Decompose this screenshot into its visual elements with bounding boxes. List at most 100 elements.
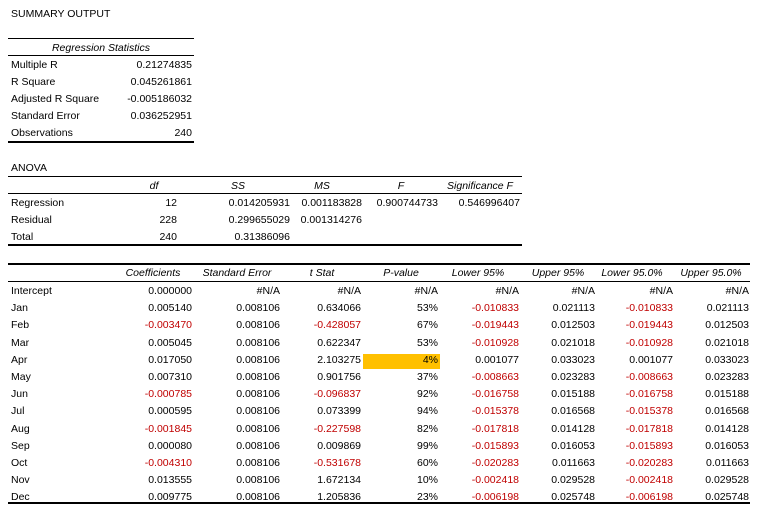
coef-l950-value: -0.015893: [625, 439, 673, 452]
coef-t-value: 2.103275: [317, 353, 361, 366]
coef-l950-value: -0.019443: [625, 319, 673, 332]
coef-l95-value: -0.002418: [471, 474, 519, 487]
reg-stats-header-border: [8, 55, 194, 56]
coef-se-value: 0.008106: [236, 319, 280, 332]
anova-df-value: 240: [159, 231, 177, 243]
coef-se-value: 0.008106: [236, 474, 280, 487]
reg-stat-value: -0.005186032: [127, 93, 192, 105]
coef-l950-value: -0.010833: [625, 302, 673, 315]
anova-header-border: [8, 193, 522, 194]
coef-se-value: 0.008106: [236, 422, 280, 435]
anova-f-value: 0.900744733: [376, 197, 438, 209]
anova-df-value: 12: [165, 197, 177, 209]
coef-l95-value: -0.015378: [471, 405, 519, 418]
coef-l95-value: -0.008663: [471, 371, 519, 383]
coef-row-label: May: [11, 371, 31, 383]
coef-se-value: 0.008106: [236, 405, 280, 418]
coef-u950-value: 0.021113: [706, 302, 749, 315]
coef-se-value: 0.008106: [236, 457, 280, 469]
anova-df-value: 228: [159, 214, 177, 226]
coef-l950-value: #N/A: [649, 285, 673, 297]
coef-t-value: -0.227598: [313, 422, 361, 435]
reg-stats-top-border: [8, 38, 194, 39]
coef-row-label: Aug: [11, 422, 30, 435]
coef-p-value: #N/A: [414, 285, 438, 297]
coef-l95-value: -0.017818: [471, 422, 519, 435]
anova-header-ss: SS: [230, 180, 245, 192]
coef-row-label: Mar: [11, 336, 30, 349]
coef-coef-value: 0.005045: [148, 336, 192, 349]
reg-stat-value: 0.21274835: [136, 59, 192, 71]
coef-p-value: 37%: [416, 371, 438, 383]
anova-sig-value: 0.546996407: [458, 197, 520, 209]
coef-p-value: 10%: [416, 474, 438, 487]
coef-header-t-stat: t Stat: [309, 267, 335, 279]
coef-u95-value: 0.012503: [551, 319, 595, 332]
coef-l950-value: 0.001077: [629, 353, 673, 366]
coef-se-value: 0.008106: [236, 439, 280, 452]
coef-l950-value: -0.008663: [625, 371, 673, 383]
p-value-highlight: [363, 353, 440, 369]
coef-u95-value: 0.025748: [551, 491, 595, 504]
coef-se-value: 0.008106: [236, 371, 280, 383]
coef-t-value: 0.009869: [317, 439, 361, 452]
coef-t-value: -0.428057: [313, 319, 361, 332]
coef-t-value: 0.622347: [317, 336, 361, 349]
coef-u950-value: 0.016053: [705, 439, 749, 452]
coef-u950-value: 0.029528: [705, 474, 749, 487]
coef-coef-value: -0.004310: [144, 457, 192, 469]
coef-row-label: Dec: [11, 491, 30, 504]
coef-t-value: -0.531678: [313, 457, 361, 469]
reg-stat-label: R Square: [11, 76, 56, 88]
anova-bottom-border: [8, 244, 522, 246]
coef-l95-value: #N/A: [495, 285, 519, 297]
coef-l95-value: -0.006198: [471, 491, 519, 504]
reg-stat-value: 240: [174, 127, 192, 139]
coef-l950-value: -0.002418: [625, 474, 673, 487]
coef-u950-value: 0.023283: [705, 371, 749, 383]
reg-stats-bottom-border: [8, 141, 194, 143]
anova-header-ms: MS: [314, 180, 330, 192]
summary-title: SUMMARY OUTPUT: [11, 8, 111, 20]
coef-coef-value: 0.000080: [148, 439, 192, 452]
coef-l950-value: -0.010928: [625, 336, 673, 349]
coef-l950-value: -0.017818: [625, 422, 673, 435]
coef-l95-value: -0.019443: [471, 319, 519, 332]
coef-u95-value: 0.014128: [551, 422, 595, 435]
coef-l950-value: -0.015378: [625, 405, 673, 418]
coef-u95-value: 0.016568: [551, 405, 595, 418]
coef-row-label: Intercept: [11, 285, 52, 297]
coef-top-border: [8, 263, 750, 265]
coef-se-value: 0.008106: [236, 491, 280, 504]
coef-l95-value: -0.015893: [471, 439, 519, 452]
coef-u95-value: 0.023283: [551, 371, 595, 383]
coef-u950-value: 0.025748: [705, 491, 749, 504]
coef-se-value: 0.008106: [236, 388, 280, 401]
coef-u950-value: 0.011663: [705, 457, 749, 469]
anova-ms-value: 0.001183828: [301, 197, 362, 209]
reg-stat-label: Adjusted R Square: [11, 93, 100, 105]
reg-stat-label: Observations: [11, 127, 73, 139]
coef-se-value: #N/A: [256, 285, 280, 297]
coef-u95-value: 0.015188: [551, 388, 595, 401]
reg-stat-label: Multiple R: [11, 59, 58, 71]
anova-row-label: Regression: [11, 197, 65, 209]
anova-header-f: F: [397, 180, 405, 192]
reg-stat-value: 0.036252951: [130, 110, 192, 122]
coef-p-value: 60%: [416, 457, 438, 469]
coef-coef-value: -0.001845: [144, 422, 192, 435]
coef-row-label: Jan: [11, 302, 28, 315]
coef-u95-value: 0.029528: [551, 474, 595, 487]
coef-header-lower-95: Lower 95%: [451, 267, 505, 279]
anova-header-significance-f: Significance F: [447, 180, 513, 192]
coef-coef-value: 0.013555: [148, 474, 192, 487]
anova-row-label: Total: [11, 231, 34, 243]
coef-u950-value: #N/A: [725, 285, 749, 297]
anova-ss-value: 0.014205931: [228, 197, 290, 209]
coef-se-value: 0.008106: [236, 353, 280, 366]
coef-l950-value: -0.006198: [625, 491, 673, 504]
coef-t-value: 0.634066: [317, 302, 361, 315]
coef-header-p-value: P-value: [383, 267, 419, 279]
coef-t-value: #N/A: [337, 285, 361, 297]
reg-stat-label: Standard Error: [11, 110, 80, 122]
